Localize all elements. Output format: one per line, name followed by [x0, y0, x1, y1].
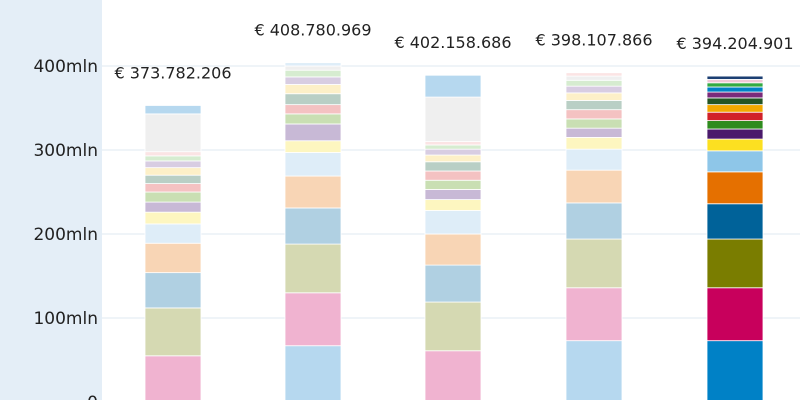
bar-segment — [144, 174, 202, 184]
bar-segment — [706, 86, 764, 93]
y-tick-label: 100mln — [33, 309, 98, 329]
bar-segment — [284, 65, 342, 71]
bar-stack — [424, 74, 482, 400]
bar-segment — [706, 203, 764, 240]
bar-segment — [284, 152, 342, 177]
bar-stack — [144, 105, 202, 400]
bar-segment — [284, 84, 342, 95]
bar-stack — [706, 75, 764, 400]
bar-total-label: € 373.782.206 — [114, 63, 231, 82]
bar-segment — [424, 74, 482, 98]
bar-segment — [706, 287, 764, 342]
bar-segment — [565, 100, 623, 111]
bar-segment — [706, 79, 764, 84]
bar-segment — [424, 199, 482, 211]
bar-segment — [565, 202, 623, 240]
bar-stack — [284, 62, 342, 400]
bar-segment — [424, 179, 482, 190]
bar-segment — [144, 201, 202, 213]
bar-total-label: € 394.204.901 — [676, 34, 793, 53]
bar-total-label: € 408.780.969 — [254, 21, 371, 40]
bar-segment — [144, 223, 202, 244]
bar-segment — [706, 91, 764, 99]
bar-segment — [706, 138, 764, 152]
bar-segment — [424, 210, 482, 235]
bar-segment — [565, 238, 623, 289]
bar-segment — [284, 104, 342, 115]
bar-segment — [424, 154, 482, 163]
bar-segment — [144, 160, 202, 169]
bar-segment — [424, 141, 482, 146]
bar-segment — [424, 161, 482, 172]
bar-segment — [424, 264, 482, 303]
y-axis-panel — [0, 0, 102, 400]
bar-segment — [706, 120, 764, 130]
bar-segment — [565, 75, 623, 81]
bar-segment — [144, 191, 202, 203]
bar-segment — [565, 92, 623, 101]
bar-segment — [144, 355, 202, 400]
bar-segment — [284, 292, 342, 347]
bar-total-label: € 402.158.686 — [394, 33, 511, 52]
bar-segment — [565, 148, 623, 171]
bar-segment — [284, 207, 342, 245]
bar-segment — [706, 75, 764, 80]
bar-segment — [706, 171, 764, 205]
bar-segment — [144, 151, 202, 157]
bar-segment — [424, 189, 482, 200]
y-tick-label: 200mln — [33, 225, 98, 245]
bar-segment — [424, 170, 482, 181]
bar-segment — [144, 307, 202, 357]
bar-segment — [144, 242, 202, 274]
bar-segment — [424, 96, 482, 143]
bar-segment — [565, 340, 623, 400]
bar-segment — [706, 104, 764, 113]
bar-segment — [565, 127, 623, 138]
bar-segment — [284, 69, 342, 78]
bar-segment — [565, 109, 623, 120]
bar-segment — [565, 136, 623, 150]
y-tick-label: 0 — [87, 393, 98, 400]
bar-segment — [565, 85, 623, 94]
bar-total-label: € 398.107.866 — [535, 31, 652, 50]
bar-segment — [706, 111, 764, 121]
bar-segment — [706, 97, 764, 106]
bar-segment — [424, 144, 482, 150]
bar-segment — [284, 175, 342, 209]
bar-segment — [284, 140, 342, 153]
bar-segment — [565, 169, 623, 204]
bar-segment — [144, 113, 202, 153]
bar-segment — [284, 62, 342, 67]
bar-segment — [284, 76, 342, 85]
bar-segment — [565, 118, 623, 129]
y-tick-label: 400mln — [33, 57, 98, 77]
bar-segment — [424, 350, 482, 400]
bar-segment — [144, 155, 202, 162]
bar-segment — [424, 233, 482, 266]
bar-segment — [284, 123, 342, 142]
y-tick-label: 300mln — [33, 141, 98, 161]
bar-segment — [284, 345, 342, 400]
bar-segment — [144, 183, 202, 193]
bar-segment — [565, 79, 623, 87]
bar-segment — [706, 150, 764, 173]
bar-segment — [424, 148, 482, 156]
bar-segment — [565, 72, 623, 77]
bar-segment — [284, 113, 342, 125]
bar-segment — [284, 243, 342, 294]
bar-segment — [284, 93, 342, 106]
bar-segment — [706, 82, 764, 88]
bar-segment — [706, 128, 764, 140]
bar-segment — [706, 238, 764, 289]
bar-segment — [144, 211, 202, 225]
bar-segment — [144, 272, 202, 309]
bar-segment — [424, 301, 482, 352]
bar-stack — [565, 72, 623, 400]
bar-segment — [144, 167, 202, 176]
bar-segment — [144, 105, 202, 115]
bar-segment — [706, 340, 764, 400]
bar-segment — [565, 287, 623, 342]
